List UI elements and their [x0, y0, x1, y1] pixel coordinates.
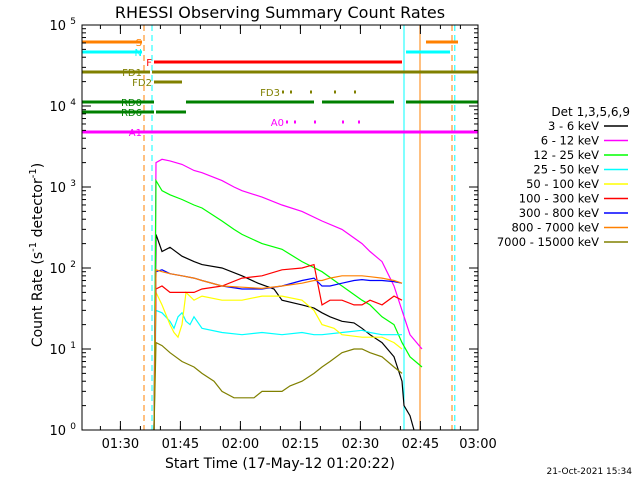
legend-entry-label: 50 - 100 keV [526, 177, 599, 191]
y-tick-label-exponent: 2 [70, 260, 76, 270]
state-bar-label: RD0 [121, 98, 142, 109]
legend-entry-label: 3 - 6 keV [548, 119, 599, 133]
y-tick-label-exponent: 5 [70, 17, 76, 27]
series-line-3 [153, 309, 402, 431]
state-bar-label: N [135, 48, 142, 59]
series-line-1 [153, 158, 423, 431]
legend-entry-label: 800 - 7000 keV [511, 221, 599, 235]
legend-entry-label: 12 - 25 keV [533, 148, 599, 162]
state-bar-label: FD3 [260, 88, 280, 99]
x-tick-label: 03:00 [459, 437, 496, 452]
y-axis-label-end: ) [30, 163, 46, 168]
footer-timestamp: 21-Oct-2021 15:34 [547, 467, 633, 477]
y-tick-label: 10 [49, 19, 66, 34]
x-tick-label: 01:45 [162, 437, 199, 452]
series-line-4 [153, 291, 403, 431]
y-tick-label: 10 [49, 100, 66, 115]
series-line-8 [153, 341, 403, 431]
state-bar-label: S [136, 38, 142, 49]
state-bar-label: RD6 [121, 108, 142, 119]
x-tick-label: 02:15 [282, 437, 319, 452]
legend-entry-label: 100 - 300 keV [519, 192, 599, 206]
legend-entry-label: 6 - 12 keV [541, 134, 599, 148]
series-line-5 [153, 263, 403, 431]
series-layer [153, 158, 423, 431]
y-tick-label: 10 [49, 343, 66, 358]
chart-title: RHESSI Observing Summary Count Rates [115, 3, 445, 22]
y-axis-label-sup2: -1 [28, 168, 39, 178]
y-tick-label-exponent: 0 [70, 422, 76, 432]
y-axis-label: Count Rate (s-1 detector-1) [28, 163, 46, 347]
legend-title: Det 1,3,5,6,9 [551, 105, 630, 119]
legend-entry-label: 300 - 800 keV [519, 206, 599, 220]
y-tick-label: 10 [49, 262, 66, 277]
y-tick-label-exponent: 4 [70, 98, 76, 108]
y-axis-label-sup1: -1 [28, 242, 39, 252]
y-tick-label: 10 [49, 424, 66, 439]
x-tick-label: 01:30 [102, 437, 139, 452]
y-tick-label-exponent: 1 [70, 341, 76, 351]
x-axis-label: Start Time (17-May-12 01:20:22) [165, 456, 395, 472]
state-bar-label: A1 [129, 128, 142, 139]
y-tick-label: 10 [49, 181, 66, 196]
legend-entry-label: 7000 - 15000 keV [497, 235, 599, 249]
x-tick-label: 02:00 [222, 437, 259, 452]
y-axis-label-main: Count Rate (s [30, 252, 46, 347]
axes-layer: 10 0 10 1 10 2 10 3 10 4 10 5 01:30 01:45 02:00 02:15 02… [49, 17, 496, 452]
series-line-2 [153, 178, 423, 431]
y-axis-label-mid: detector [30, 178, 46, 242]
series-line-7 [153, 268, 403, 431]
legend-entry-label: 25 - 50 keV [533, 163, 599, 177]
series-line-0 [153, 234, 415, 431]
x-tick-label: 02:30 [342, 437, 379, 452]
state-bar-label: A0 [271, 118, 284, 129]
state-bar-label: F [146, 58, 152, 69]
state-bar-label: FD2 [132, 78, 152, 89]
x-tick-label: 02:45 [402, 437, 439, 452]
vertical-lines [143, 25, 456, 430]
state-bar-label: FD1 [122, 68, 142, 79]
y-tick-label-exponent: 3 [70, 179, 76, 189]
